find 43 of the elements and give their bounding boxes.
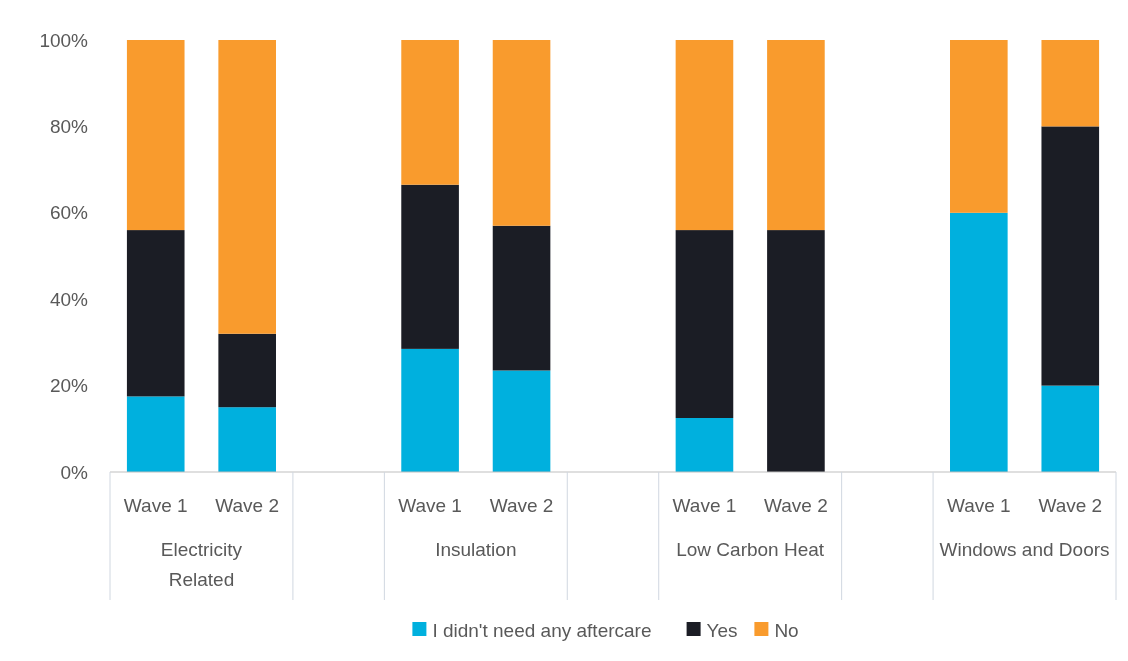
bar bbox=[1041, 385, 1100, 472]
bar bbox=[675, 40, 734, 231]
bar bbox=[1041, 40, 1100, 127]
y-tick-label: 80% bbox=[49, 116, 89, 138]
x-tick-label: Wave 1 bbox=[398, 495, 462, 516]
bar bbox=[492, 370, 551, 472]
x-tick-label: Wave 1 bbox=[123, 495, 188, 516]
y-tick-label: 0% bbox=[60, 461, 89, 483]
bar bbox=[492, 40, 551, 226]
x-tick-label: Wave 2 bbox=[1038, 495, 1103, 516]
bar bbox=[950, 212, 1008, 472]
bar bbox=[950, 40, 1008, 213]
text: Low Carbon Heat bbox=[676, 539, 825, 560]
bar bbox=[675, 230, 734, 418]
y-tick-label: 20% bbox=[49, 375, 89, 397]
x-tick-label: Wave 2 bbox=[764, 495, 828, 516]
bar bbox=[492, 225, 551, 371]
y-tick-label: 100% bbox=[39, 29, 89, 51]
x-tick-label: Wave 1 bbox=[946, 495, 1011, 516]
bar bbox=[767, 230, 825, 472]
bar bbox=[401, 348, 459, 472]
bar bbox=[675, 418, 734, 472]
y-tick-label: 40% bbox=[49, 288, 89, 310]
bar bbox=[218, 333, 276, 408]
legend-label: Yes bbox=[706, 619, 738, 641]
text: Windows and Doors bbox=[939, 539, 1110, 560]
x-tick-label: Wave 2 bbox=[489, 495, 554, 516]
x-tick-label: Wave 2 bbox=[215, 495, 280, 516]
text: Electricity Related bbox=[160, 539, 243, 590]
bar bbox=[218, 407, 276, 472]
x-tick-label: Wave 1 bbox=[672, 495, 737, 516]
legend-label: No bbox=[774, 619, 799, 641]
bar bbox=[126, 396, 185, 472]
bar bbox=[401, 40, 459, 185]
legend-label: I didn't need any aftercare bbox=[432, 619, 652, 641]
bar bbox=[401, 184, 459, 349]
bar bbox=[767, 40, 825, 231]
bar bbox=[218, 40, 276, 334]
bar bbox=[126, 230, 185, 397]
text: Insulation bbox=[435, 539, 517, 560]
bar bbox=[126, 40, 185, 231]
y-tick-label: 60% bbox=[49, 202, 89, 224]
bar bbox=[1041, 126, 1100, 386]
